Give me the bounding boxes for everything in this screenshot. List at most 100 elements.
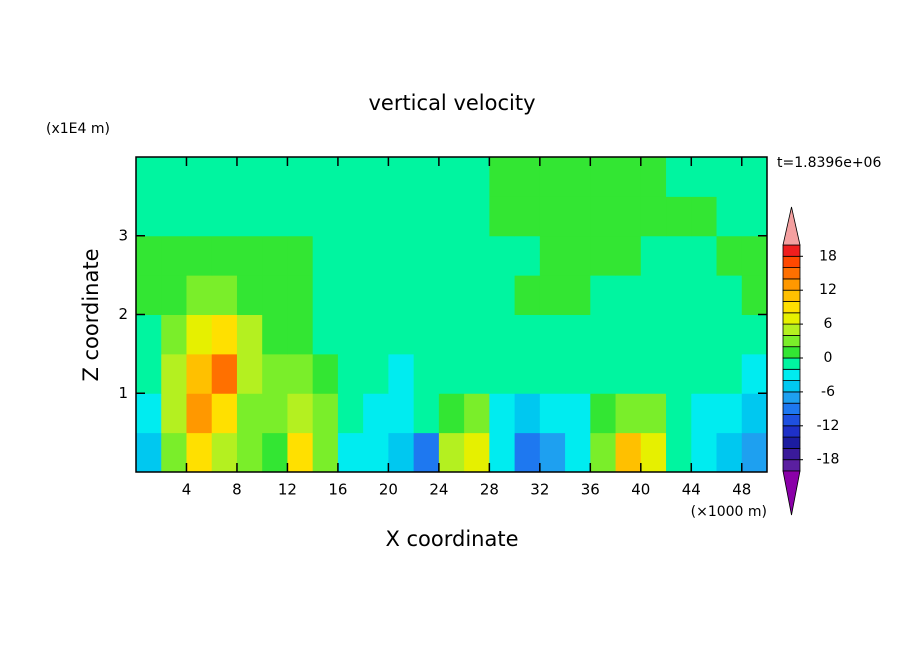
contour-cell <box>363 432 389 473</box>
contour-cell <box>438 157 465 197</box>
contour-cell <box>716 393 743 434</box>
contour-cell <box>666 275 692 315</box>
contour-cell <box>287 314 314 355</box>
contour-cell <box>211 275 238 315</box>
contour-cell <box>186 393 213 434</box>
contour-cell <box>489 393 516 434</box>
contour-cell <box>363 196 389 237</box>
contour-cell <box>363 157 389 197</box>
x-tick-label: 8 <box>232 481 242 499</box>
contour-cell <box>438 314 465 355</box>
contour-cell <box>615 196 642 237</box>
contour-cell <box>691 314 718 355</box>
colorbar-box <box>782 267 801 280</box>
contour-cell <box>337 314 364 355</box>
contour-cell <box>438 275 465 315</box>
contour-cell <box>287 432 314 473</box>
contour-cell <box>287 353 314 394</box>
contour-cell <box>236 393 263 434</box>
contour-cell <box>413 235 440 276</box>
chart-title: vertical velocity <box>368 91 535 115</box>
contour-cell <box>186 196 213 237</box>
contour-cell <box>136 353 162 394</box>
contour-cell <box>337 432 364 473</box>
contour-cell <box>716 353 743 394</box>
contour-cell <box>464 275 490 315</box>
contour-cell <box>590 157 617 197</box>
contour-cell <box>312 432 339 473</box>
contour-cell <box>615 432 642 473</box>
contour-cell <box>388 314 415 355</box>
colorbar-box <box>782 414 801 427</box>
contour-cell <box>236 157 263 197</box>
contour-cell <box>514 314 541 355</box>
contour-cell <box>741 157 768 197</box>
contour-cell <box>539 157 566 197</box>
contour-cell <box>186 432 213 473</box>
contour-cell <box>565 157 591 197</box>
contour-cell <box>161 353 187 394</box>
contour-cell <box>312 353 339 394</box>
contour-cell <box>236 235 263 276</box>
contour-cell <box>666 196 692 237</box>
contour-cell <box>741 393 768 434</box>
x-tick-label: 4 <box>182 481 192 499</box>
contour-cell <box>565 314 591 355</box>
contour-cell <box>615 393 642 434</box>
contour-cell <box>413 196 440 237</box>
colorbar-tick-label: -6 <box>821 384 835 400</box>
contour-cell <box>615 157 642 197</box>
colorbar-box <box>782 459 801 472</box>
contour-cell <box>186 353 213 394</box>
contour-cell <box>666 157 692 197</box>
contour-cell <box>691 353 718 394</box>
contour-cell <box>136 235 162 276</box>
contour-cell <box>590 275 617 315</box>
colorbar-tick-label: 12 <box>819 282 837 298</box>
contour-cell <box>464 235 490 276</box>
contour-cell <box>640 314 667 355</box>
contour-cell <box>413 314 440 355</box>
x-tick-label: 44 <box>682 481 701 499</box>
contour-cell <box>136 393 162 434</box>
contour-cell <box>691 196 718 237</box>
contour-cell <box>388 393 415 434</box>
contour-cell <box>337 275 364 315</box>
x-tick-label: 28 <box>480 481 499 499</box>
contour-cell <box>464 157 490 197</box>
y-tick-label: 3 <box>118 226 128 244</box>
contour-cell <box>716 432 743 473</box>
colorbar-tick-label: 6 <box>824 316 833 332</box>
contour-cell <box>741 235 768 276</box>
contour-cell <box>388 432 415 473</box>
x-tick-label: 40 <box>631 481 650 499</box>
contour-cell <box>262 275 288 315</box>
colorbar-tick-label: -18 <box>817 452 840 468</box>
contour-cell <box>211 432 238 473</box>
colorbar-over <box>782 206 801 246</box>
colorbar-box <box>782 301 801 314</box>
contour-cell <box>287 275 314 315</box>
contour-cell <box>211 196 238 237</box>
contour-cell <box>716 196 743 237</box>
contour-cell <box>312 235 339 276</box>
contour-cell <box>236 275 263 315</box>
contour-cell <box>236 196 263 237</box>
contour-cell <box>388 353 415 394</box>
colorbar-box <box>782 323 801 336</box>
colorbar-box <box>782 447 801 461</box>
contour-cell <box>716 314 743 355</box>
contour-cell <box>716 275 743 315</box>
contour-cell <box>363 393 389 434</box>
contour-cell <box>363 353 389 394</box>
contour-cell <box>640 393 667 434</box>
contour-cell <box>691 157 718 197</box>
contour-cell <box>161 275 187 315</box>
contour-cell <box>640 157 667 197</box>
contour-cell <box>161 432 187 473</box>
contour-cell <box>464 353 490 394</box>
contour-cell <box>666 314 692 355</box>
contour-cell <box>363 314 389 355</box>
contour-cell <box>565 235 591 276</box>
contour-cell <box>590 235 617 276</box>
